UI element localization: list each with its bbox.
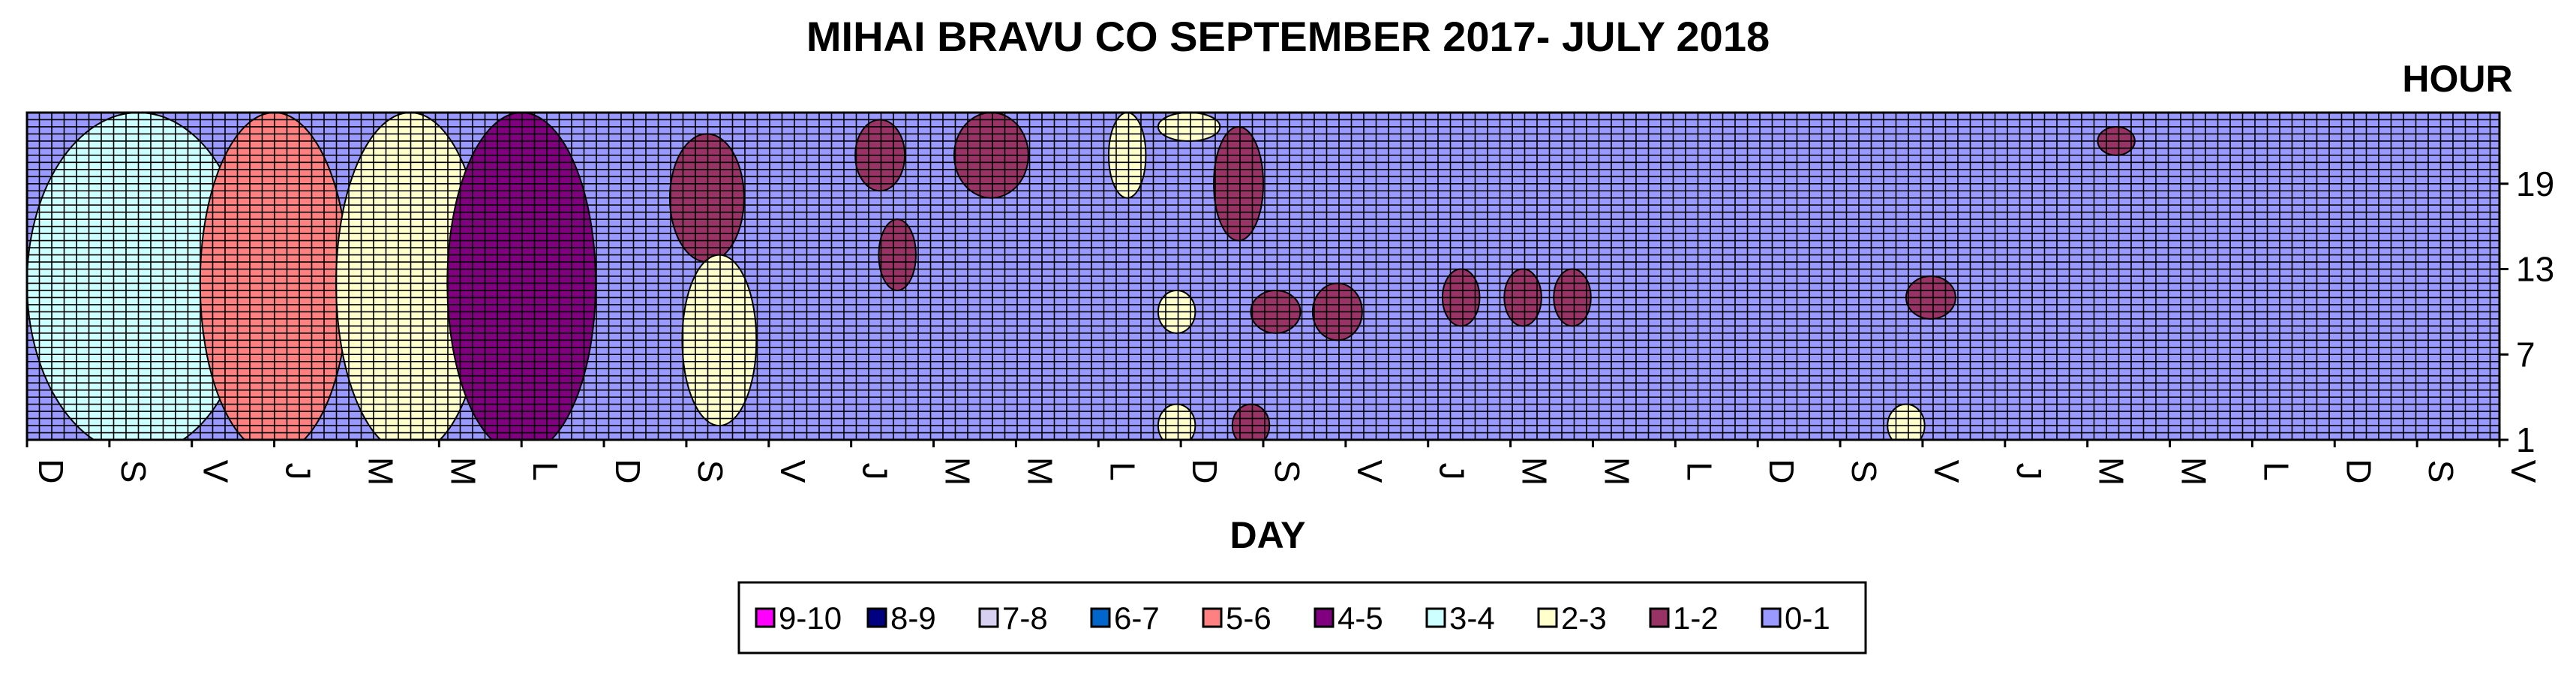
x-tick-label: D — [2339, 459, 2378, 483]
x-tick-label: V — [773, 460, 812, 483]
x-tick-label: S — [114, 460, 153, 483]
x-tick-label: M — [2092, 457, 2131, 486]
y-axis: 1 7 13 19 — [2499, 164, 2554, 459]
x-tick-label: J — [1433, 463, 1472, 480]
x-tick-label: M — [1597, 457, 1636, 486]
x-tick-label: M — [361, 457, 400, 486]
legend-label: 5-6 — [1226, 600, 1271, 636]
x-tick-label: S — [1268, 460, 1307, 483]
x-tick-label: M — [938, 457, 977, 486]
legend-swatch — [1761, 607, 1782, 628]
x-tick-label: L — [526, 462, 565, 481]
x-tick-label: V — [1350, 460, 1389, 483]
legend-swatch — [1202, 607, 1223, 628]
legend: 9-10 8-9 7-8 6-7 5-6 4-5 3-4 2-3 1-2 0-1 — [755, 600, 1830, 636]
legend-label: 6-7 — [1114, 600, 1160, 636]
x-tick-label: D — [32, 459, 71, 483]
y-tick-label: 19 — [2516, 164, 2554, 203]
legend-label: 1-2 — [1673, 600, 1719, 636]
x-tick-label: S — [2421, 460, 2460, 483]
legend-swatch — [1425, 607, 1446, 628]
x-tick-label: J — [856, 463, 895, 480]
x-tick-label: J — [2010, 463, 2049, 480]
y-tick-label: 13 — [2516, 250, 2554, 289]
x-tick-label: L — [1680, 462, 1719, 481]
y-axis-title: HOUR — [2402, 58, 2512, 100]
legend-label: 4-5 — [1338, 600, 1383, 636]
x-tick-label: V — [197, 460, 236, 483]
x-tick-label: M — [443, 457, 482, 486]
legend-box — [737, 581, 1867, 654]
x-tick-label: D — [1762, 459, 1801, 483]
y-tick-label: 1 — [2516, 420, 2535, 459]
x-tick-label: J — [279, 463, 318, 480]
legend-swatch — [1537, 607, 1558, 628]
legend-swatch — [978, 607, 999, 628]
x-tick-label: M — [2175, 457, 2214, 486]
legend-label: 7-8 — [1002, 600, 1048, 636]
x-tick-label: L — [1103, 462, 1142, 481]
x-axis-title: DAY — [1230, 514, 1306, 556]
x-tick-label: V — [2504, 460, 2543, 483]
x-tick-label: D — [608, 459, 647, 483]
y-tick-label: 7 — [2516, 335, 2535, 374]
chart-title: MIHAI BRAVU CO SEPTEMBER 2017- JULY 2018 — [806, 13, 1770, 60]
x-tick-label: M — [1020, 457, 1059, 486]
legend-swatch — [1314, 607, 1335, 628]
legend-label: 2-3 — [1561, 600, 1607, 636]
legend-swatch — [755, 607, 776, 628]
legend-swatch — [1090, 607, 1111, 628]
grid-lines — [27, 113, 2499, 440]
legend-swatch — [866, 607, 887, 628]
legend-label: 8-9 — [890, 600, 936, 636]
x-tick-label: S — [691, 460, 730, 483]
legend-swatch — [1649, 607, 1670, 628]
x-tick-label: L — [2256, 462, 2295, 481]
x-tick-label: D — [1185, 459, 1224, 483]
x-tick-label: S — [1845, 460, 1884, 483]
x-tick-label: M — [1515, 457, 1554, 486]
legend-label: 9-10 — [779, 600, 842, 636]
legend-label: 3-4 — [1449, 600, 1495, 636]
legend-label: 0-1 — [1785, 600, 1830, 636]
x-tick-label: V — [1927, 460, 1966, 483]
